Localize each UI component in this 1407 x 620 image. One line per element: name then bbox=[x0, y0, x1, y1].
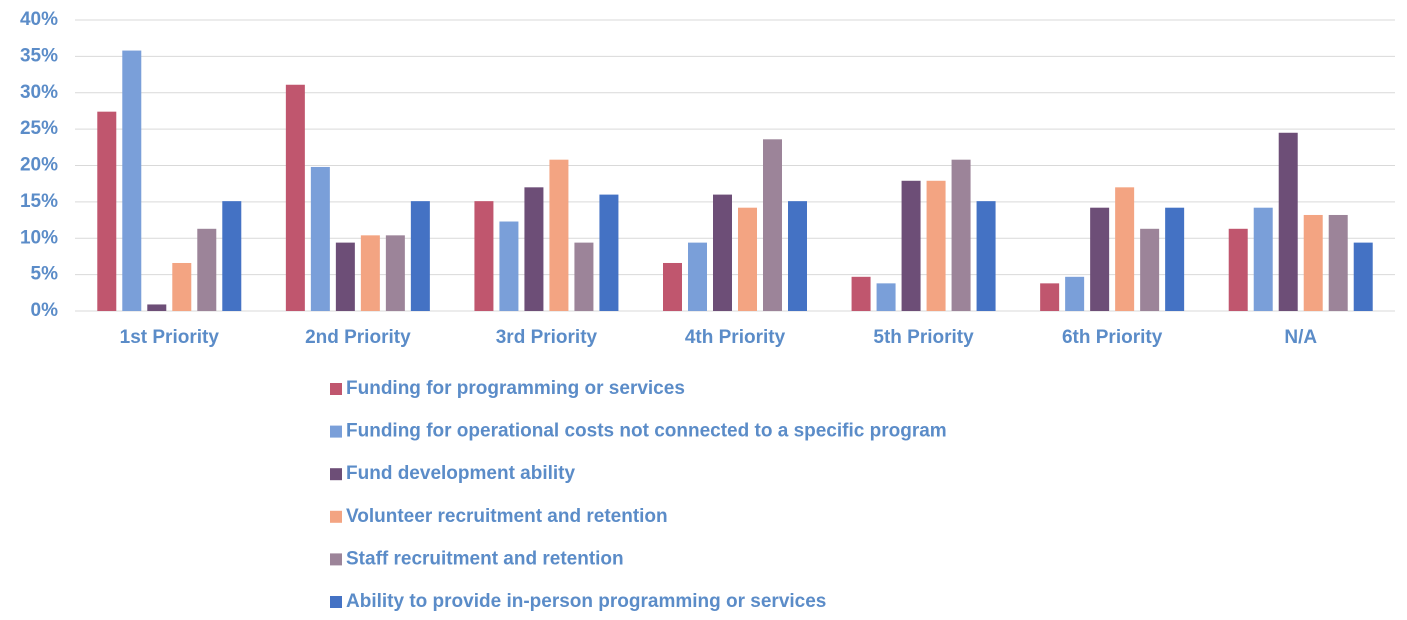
legend-swatch bbox=[330, 510, 342, 523]
legend-swatch bbox=[330, 425, 342, 438]
bar bbox=[876, 283, 896, 311]
bar bbox=[1140, 228, 1160, 311]
x-tick-label: 6th Priority bbox=[1062, 327, 1163, 348]
bar bbox=[499, 221, 519, 311]
bar bbox=[738, 207, 757, 311]
bar bbox=[122, 50, 142, 312]
x-tick-label: 4th Priority bbox=[685, 327, 786, 348]
bar bbox=[335, 242, 355, 311]
bar bbox=[926, 180, 946, 311]
legend-label: Volunteer recruitment and retention bbox=[346, 506, 668, 527]
y-tick-label: 5% bbox=[31, 264, 59, 285]
bar bbox=[1353, 242, 1373, 311]
bar bbox=[1040, 283, 1060, 311]
bar bbox=[713, 194, 732, 311]
bar bbox=[172, 262, 192, 311]
bar bbox=[1165, 207, 1185, 311]
bar bbox=[1065, 276, 1085, 311]
legend-swatch bbox=[330, 596, 342, 608]
legend-label: Ability to provide in-person programming… bbox=[346, 591, 826, 612]
x-tick-label: 2nd Priority bbox=[305, 327, 411, 348]
bar bbox=[310, 166, 330, 311]
x-tick-label: 1st Priority bbox=[120, 327, 220, 348]
x-tick-label: 3rd Priority bbox=[496, 327, 598, 348]
bar bbox=[1328, 214, 1348, 311]
y-tick-label: 25% bbox=[20, 118, 58, 139]
bar bbox=[222, 201, 242, 311]
bar bbox=[285, 84, 305, 311]
bar bbox=[951, 159, 971, 311]
bar bbox=[474, 201, 494, 311]
legend-swatch bbox=[330, 383, 342, 395]
legend-swatch bbox=[330, 553, 342, 566]
bar bbox=[1090, 207, 1110, 311]
bar bbox=[1278, 132, 1298, 311]
bar bbox=[410, 201, 430, 311]
bar bbox=[901, 180, 921, 311]
legend-label: Funding for programming or services bbox=[346, 378, 685, 399]
bar bbox=[1303, 214, 1323, 311]
legend-label: Funding for operational costs not connec… bbox=[346, 421, 947, 442]
x-tick-label: 5th Priority bbox=[873, 327, 974, 348]
y-tick-label: 30% bbox=[20, 82, 58, 103]
bar bbox=[97, 111, 117, 311]
bar bbox=[574, 242, 594, 311]
y-tick-label: 15% bbox=[20, 191, 58, 212]
y-tick-label: 35% bbox=[20, 45, 58, 66]
bar bbox=[851, 276, 871, 311]
y-tick-label: 40% bbox=[20, 9, 58, 30]
bar bbox=[197, 228, 217, 311]
bar bbox=[688, 242, 707, 311]
bar bbox=[549, 159, 569, 311]
x-tick-label: N/A bbox=[1284, 327, 1317, 348]
bar bbox=[524, 187, 544, 311]
y-tick-label: 10% bbox=[20, 227, 58, 248]
legend-swatch bbox=[330, 468, 342, 481]
y-tick-label: 0% bbox=[31, 300, 59, 321]
legend-label: Fund development ability bbox=[346, 463, 576, 484]
bar bbox=[385, 235, 405, 311]
bar bbox=[1115, 187, 1135, 311]
bar bbox=[1228, 228, 1248, 311]
bar bbox=[1253, 207, 1273, 311]
bar bbox=[147, 304, 167, 311]
bar bbox=[788, 201, 807, 311]
bar bbox=[360, 235, 380, 311]
bar bbox=[763, 139, 782, 311]
bar bbox=[976, 201, 996, 311]
bar bbox=[599, 194, 619, 311]
legend-label: Staff recruitment and retention bbox=[346, 548, 624, 569]
y-tick-label: 20% bbox=[20, 155, 58, 176]
bar bbox=[663, 262, 682, 311]
